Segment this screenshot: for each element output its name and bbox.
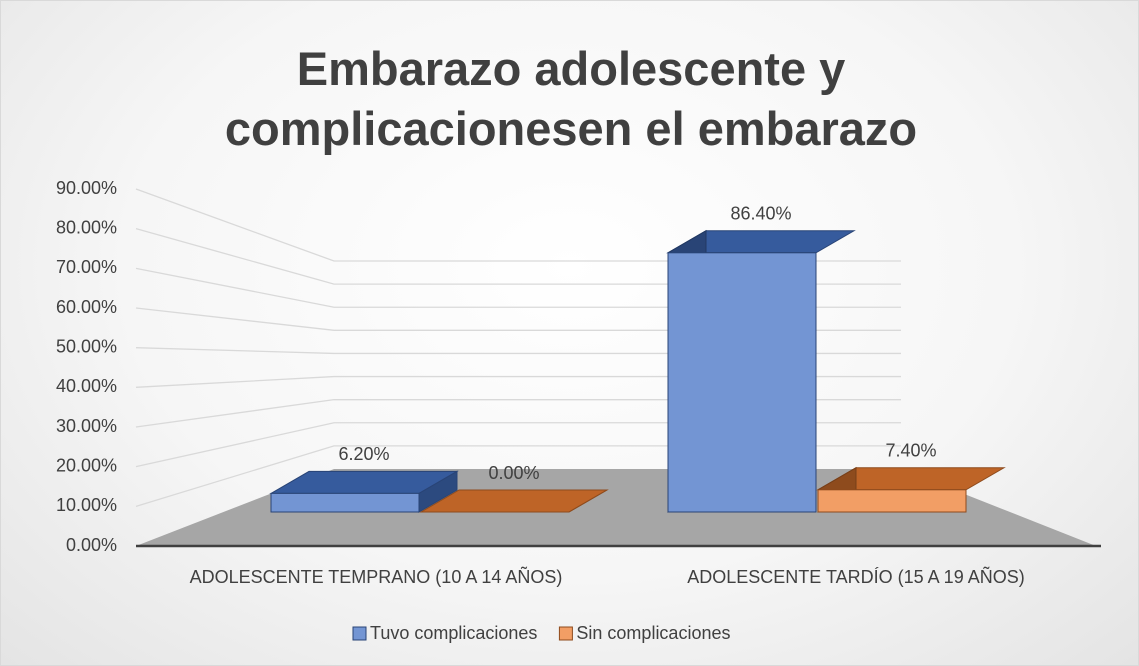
y-tick-label: 90.00% bbox=[56, 178, 117, 198]
y-tick-label: 50.00% bbox=[56, 336, 117, 356]
legend-label: Sin complicaciones bbox=[576, 623, 730, 643]
legend-swatch bbox=[352, 626, 367, 641]
y-tick-label: 0.00% bbox=[66, 535, 117, 555]
data-label: 6.20% bbox=[338, 444, 389, 464]
legend-label: Tuvo complicaciones bbox=[370, 623, 537, 643]
data-label: 0.00% bbox=[488, 463, 539, 483]
y-tick-label: 70.00% bbox=[56, 257, 117, 277]
x-tick-label: ADOLESCENTE TARDÍO (15 A 19 AÑOS) bbox=[687, 566, 1024, 587]
y-tick-label: 80.00% bbox=[56, 217, 117, 237]
y-tick-label: 60.00% bbox=[56, 297, 117, 317]
y-tick-label: 10.00% bbox=[56, 495, 117, 515]
y-tick-label: 30.00% bbox=[56, 416, 117, 436]
y-tick-label: 40.00% bbox=[56, 376, 117, 396]
y-tick-label: 20.00% bbox=[56, 455, 117, 475]
bar bbox=[817, 489, 967, 513]
bar bbox=[667, 252, 817, 513]
chart-title: Embarazo adolescente y complicacionesen … bbox=[224, 42, 918, 155]
legend-swatch bbox=[558, 626, 573, 641]
data-label: 86.40% bbox=[730, 204, 791, 224]
bar-side bbox=[568, 489, 608, 513]
data-label: 7.40% bbox=[885, 441, 936, 461]
x-tick-label: ADOLESCENTE TEMPRANO (10 A 14 AÑOS) bbox=[190, 566, 563, 587]
bar bbox=[270, 492, 420, 513]
